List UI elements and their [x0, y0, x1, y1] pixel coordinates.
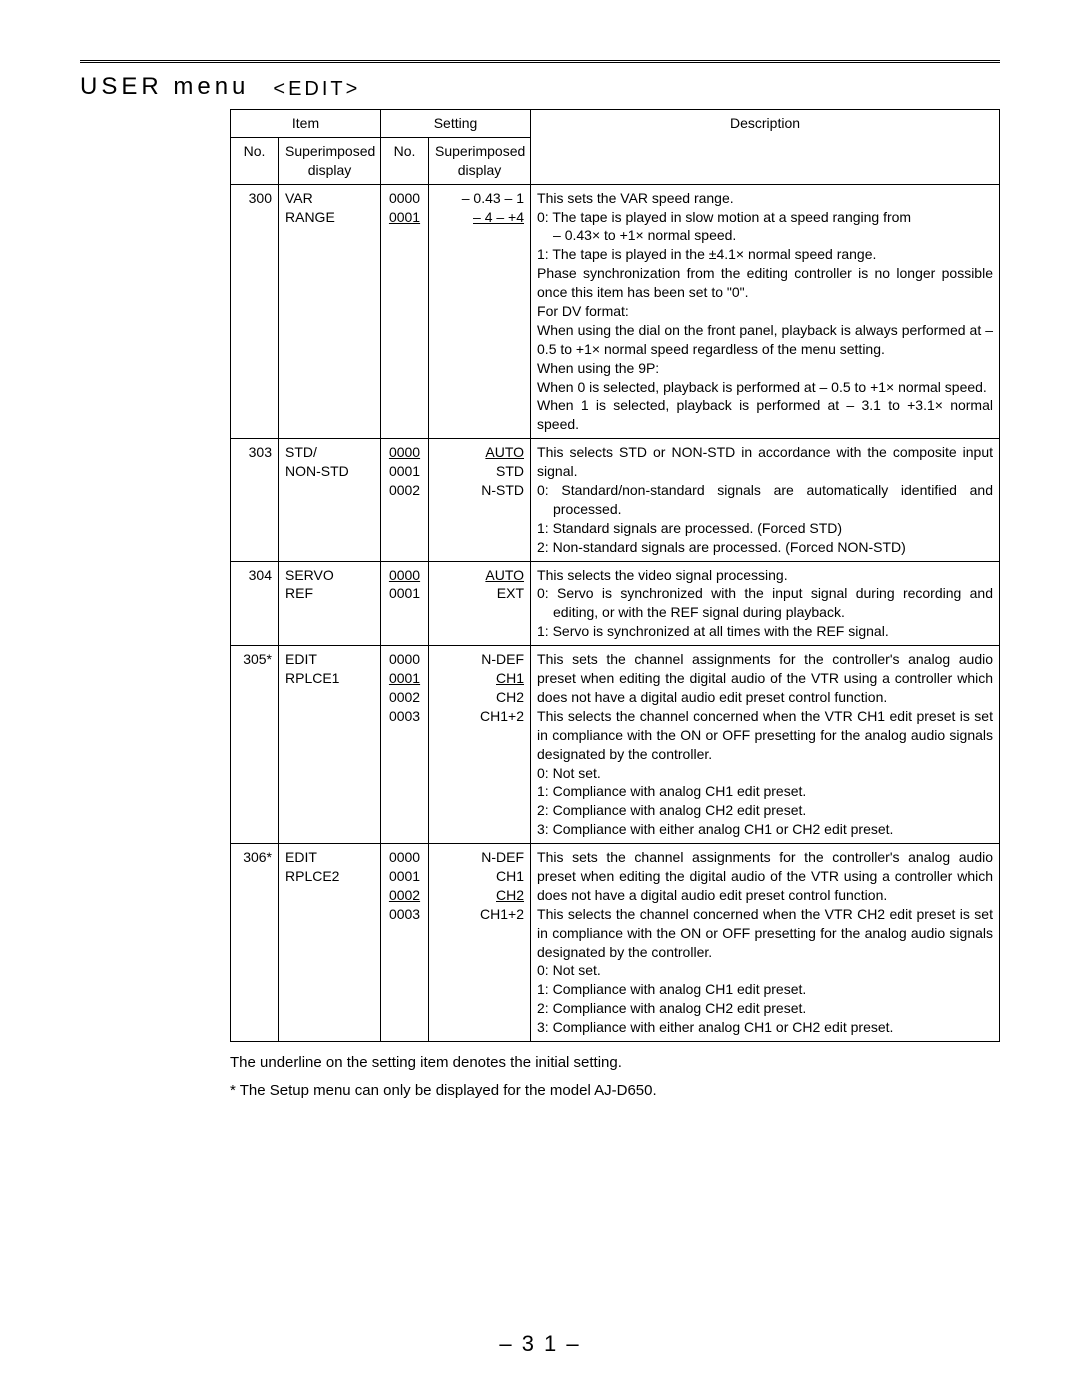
head-sup-text2: Superimposed	[435, 143, 525, 159]
item-no: 303	[231, 439, 279, 561]
page: USER menu <EDIT> Item Setting Descriptio…	[0, 0, 1080, 1397]
item-name: EDITRPLCE2	[279, 844, 381, 1042]
item-no: 306*	[231, 844, 279, 1042]
footnotes: The underline on the setting item denote…	[230, 1052, 1000, 1103]
item-name: SERVOREF	[279, 561, 381, 646]
description-cell: This sets the channel assignments for th…	[531, 646, 1000, 844]
head-item-sup: Superimposed display	[279, 137, 381, 184]
footnote-1: The underline on the setting item denote…	[230, 1052, 1000, 1075]
table-row: 303STD/NON-STD000000010002AUTOSTDN-STDTh…	[231, 439, 1000, 561]
description-cell: This selects the video signal processing…	[531, 561, 1000, 646]
item-name: EDITRPLCE1	[279, 646, 381, 844]
page-number: – 3 1 –	[0, 1331, 1080, 1357]
title-row: USER menu <EDIT>	[80, 73, 1000, 101]
setting-label-col: AUTOEXT	[429, 561, 531, 646]
setting-label-col: – 0.43 – 1– 4 – +4	[429, 184, 531, 439]
table-row: 304SERVOREF00000001AUTOEXTThis selects t…	[231, 561, 1000, 646]
head-set-no: No.	[381, 137, 429, 184]
page-subtitle: <EDIT>	[273, 78, 360, 101]
item-name: STD/NON-STD	[279, 439, 381, 561]
item-no: 304	[231, 561, 279, 646]
setting-no-col: 000000010002	[381, 439, 429, 561]
head-disp-text: display	[308, 162, 352, 178]
item-no: 300	[231, 184, 279, 439]
setting-no-col: 00000001	[381, 184, 429, 439]
setting-no-col: 00000001	[381, 561, 429, 646]
menu-table: Item Setting Description No. Superimpose…	[230, 109, 1000, 1042]
description-cell: This selects STD or NON-STD in accordanc…	[531, 439, 1000, 561]
table-row: 300VARRANGE00000001– 0.43 – 1– 4 – +4Thi…	[231, 184, 1000, 439]
table-wrap: Item Setting Description No. Superimpose…	[230, 109, 1000, 1042]
table-row: 306*EDITRPLCE20000000100020003N-DEFCH1CH…	[231, 844, 1000, 1042]
head-disp-text2: display	[458, 162, 502, 178]
head-description: Description	[531, 110, 1000, 185]
setting-label-col: N-DEFCH1CH2CH1+2	[429, 646, 531, 844]
page-title: USER menu	[80, 73, 249, 101]
footnote-2: * The Setup menu can only be displayed f…	[230, 1080, 1000, 1103]
setting-no-col: 0000000100020003	[381, 844, 429, 1042]
table-head: Item Setting Description No. Superimpose…	[231, 110, 1000, 185]
head-sup-text: Superimposed	[285, 143, 375, 159]
table-row: 305*EDITRPLCE10000000100020003N-DEFCH1CH…	[231, 646, 1000, 844]
setting-label-col: N-DEFCH1CH2CH1+2	[429, 844, 531, 1042]
head-setting: Setting	[381, 110, 531, 138]
top-rule	[80, 60, 1000, 63]
head-item: Item	[231, 110, 381, 138]
description-cell: This sets the VAR speed range.0: The tap…	[531, 184, 1000, 439]
item-name: VARRANGE	[279, 184, 381, 439]
head-set-sup: Superimposed display	[429, 137, 531, 184]
item-no: 305*	[231, 646, 279, 844]
setting-label-col: AUTOSTDN-STD	[429, 439, 531, 561]
head-item-no: No.	[231, 137, 279, 184]
setting-no-col: 0000000100020003	[381, 646, 429, 844]
table-body: 300VARRANGE00000001– 0.43 – 1– 4 – +4Thi…	[231, 184, 1000, 1041]
description-cell: This sets the channel assignments for th…	[531, 844, 1000, 1042]
